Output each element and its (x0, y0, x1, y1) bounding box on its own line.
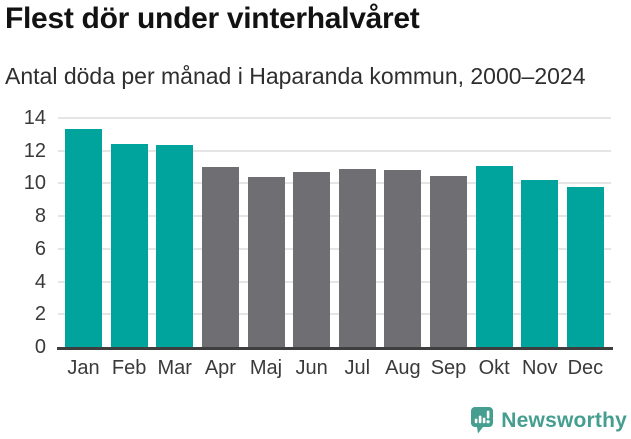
gridline-6 (58, 247, 611, 250)
bar-jan: Jan (65, 118, 102, 379)
x-label-jan: Jan (67, 357, 100, 379)
bar-okt: Okt (475, 118, 513, 379)
newsworthy-logo: Newsworthy (470, 406, 627, 435)
x-label-nov: Nov (521, 357, 558, 379)
chart-title: Flest dör under vinterhalvåret (5, 2, 420, 35)
bar-rect-feb (110, 144, 148, 347)
bar-jul: Jul (338, 118, 376, 379)
bar-rect-maj (247, 176, 285, 347)
bar-series: Jan Feb Mar Apr Maj Jun Jul Aug Sep Okt Nov Dec (58, 118, 611, 379)
bar-mar: Mar (156, 118, 194, 379)
x-label-apr: Apr (204, 357, 236, 379)
x-label-jul: Jul (344, 357, 371, 379)
gridline-8 (58, 215, 611, 218)
x-label-maj: Maj (249, 357, 283, 379)
bar-sep: Sep (430, 118, 467, 379)
y-tick-0: 0 (34, 336, 46, 358)
bar-rect-jun (293, 171, 331, 347)
bar-rect-jul (338, 168, 376, 347)
newsworthy-logo-text: Newsworthy (501, 408, 627, 432)
bar-maj: Maj (247, 118, 285, 379)
x-label-sep: Sep (430, 357, 467, 379)
y-tick-2: 2 (34, 303, 46, 326)
bar-aug: Aug (384, 118, 422, 379)
bar-feb: Feb (110, 118, 148, 379)
gridline-10 (58, 182, 611, 185)
bar-rect-apr (201, 167, 239, 347)
plot-area: Jan Feb Mar Apr Maj Jun Jul Aug Sep Okt Nov Dec (58, 117, 611, 379)
y-tick-6: 6 (34, 237, 46, 260)
bar-rect-jan (65, 129, 102, 347)
gridline-2 (58, 313, 611, 316)
x-label-mar: Mar (157, 357, 192, 379)
y-tick-14: 14 (23, 107, 46, 129)
newsworthy-logo-icon (471, 407, 494, 434)
x-label-feb: Feb (111, 357, 147, 379)
gridline-14 (58, 117, 611, 119)
bar-jun: Jun (293, 118, 331, 379)
bar-rect-sep (430, 176, 467, 347)
x-label-dec: Dec (567, 357, 604, 379)
y-tick-12: 12 (23, 139, 46, 162)
bar-rect-aug (384, 169, 422, 347)
bar-apr: Apr (201, 118, 239, 379)
gridline-12 (58, 149, 611, 152)
x-label-jun: Jun (295, 357, 328, 379)
bar-rect-dec (566, 186, 604, 347)
y-tick-8: 8 (34, 205, 46, 228)
bar-nov: Nov (521, 118, 559, 379)
chart-subtitle: Antal döda per månad i Haparanda kommun,… (5, 63, 586, 89)
y-tick-4: 4 (34, 270, 46, 293)
x-label-okt: Okt (478, 357, 510, 379)
bar-dec: Dec (566, 118, 604, 379)
x-label-aug: Aug (385, 357, 421, 379)
x-axis-line (57, 347, 613, 350)
gridline-4 (58, 280, 611, 283)
y-tick-10: 10 (23, 172, 46, 195)
bar-rect-okt (475, 166, 513, 347)
bar-rect-mar (156, 145, 194, 347)
bar-rect-nov (521, 180, 559, 347)
